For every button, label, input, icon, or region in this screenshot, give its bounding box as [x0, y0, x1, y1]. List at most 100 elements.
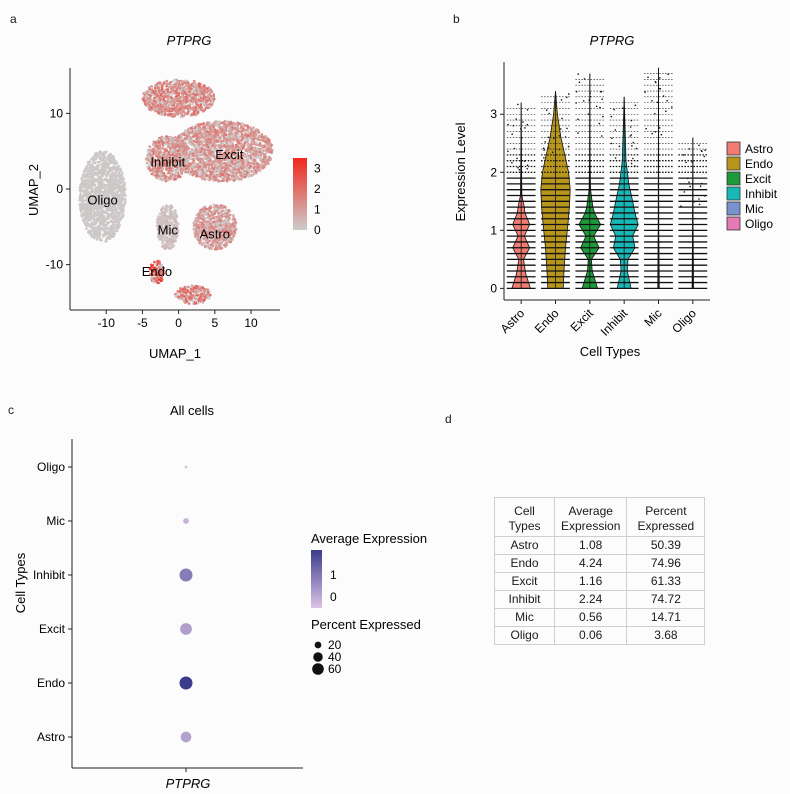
- umap-point: [111, 183, 115, 186]
- umap-point: [225, 138, 229, 141]
- umap-point: [265, 147, 269, 151]
- umap-point: [223, 179, 226, 182]
- umap-point: [101, 186, 105, 189]
- umap-point: [212, 206, 216, 209]
- umap-point: [95, 238, 99, 241]
- umap-point: [202, 173, 206, 176]
- umap-point: [81, 180, 84, 184]
- umap-point: [232, 164, 235, 168]
- umap-point: [187, 158, 191, 161]
- umap-point: [230, 174, 234, 178]
- umap-point: [119, 217, 123, 220]
- umap-point: [168, 205, 171, 208]
- umap-point: [153, 169, 156, 172]
- umap-point: [100, 239, 103, 242]
- umap-point: [247, 137, 250, 140]
- umap-point: [117, 222, 120, 226]
- umap-point: [210, 164, 213, 167]
- panel-a-letter: a: [10, 12, 17, 26]
- umap-point: [214, 140, 217, 144]
- umap-point: [119, 201, 122, 204]
- umap-point: [108, 184, 111, 187]
- umap-point: [101, 178, 104, 182]
- umap-point: [112, 211, 116, 215]
- umap-point: [254, 137, 258, 140]
- umap-point: [252, 154, 256, 158]
- umap-point: [263, 163, 267, 167]
- umap-point: [119, 197, 122, 200]
- umap-point: [105, 237, 108, 241]
- umap-point: [194, 154, 197, 157]
- umap-point: [102, 210, 106, 214]
- umap-point: [169, 174, 173, 177]
- umap-point: [201, 170, 205, 174]
- umap-point: [209, 127, 212, 131]
- umap-point: [218, 161, 221, 165]
- umap-point: [250, 147, 253, 150]
- umap-point: [229, 138, 232, 141]
- umap-point: [234, 134, 237, 137]
- umap-point: [169, 238, 173, 242]
- umap-point: [107, 228, 110, 231]
- umap-point: [89, 187, 92, 190]
- umap-point: [184, 167, 188, 171]
- umap-point: [231, 126, 234, 129]
- umap-point: [117, 226, 121, 229]
- umap-point: [109, 155, 112, 159]
- umap-point: [223, 138, 226, 141]
- umap-point: [180, 142, 183, 145]
- umap-point: [224, 242, 228, 245]
- umap-point: [117, 172, 121, 176]
- umap-cluster-oligo: [78, 150, 127, 243]
- umap-point: [155, 170, 158, 174]
- umap-point: [231, 138, 235, 141]
- umap-point: [223, 176, 226, 180]
- umap-point: [81, 206, 84, 210]
- umap-point: [112, 214, 116, 217]
- umap-point: [220, 221, 224, 225]
- umap-point: [101, 153, 104, 157]
- umap-point: [254, 134, 257, 138]
- umap-point: [206, 177, 210, 180]
- umap-point: [121, 211, 125, 214]
- umap-point: [221, 166, 224, 170]
- umap-point: [217, 179, 220, 182]
- umap-point: [227, 209, 231, 213]
- umap-point: [201, 222, 204, 225]
- umap-point: [88, 201, 91, 204]
- umap-point: [240, 166, 243, 169]
- umap-point: [255, 152, 258, 155]
- umap-cluster-top: [141, 78, 216, 119]
- umap-point: [241, 137, 244, 140]
- umap-point: [96, 160, 100, 164]
- umap-point: [161, 136, 164, 140]
- umap-point: [218, 136, 222, 140]
- umap-point: [231, 134, 234, 137]
- umap-point: [84, 167, 87, 170]
- umap-point: [112, 167, 115, 171]
- umap-point: [237, 136, 240, 139]
- umap-point: [109, 219, 113, 223]
- umap-point: [101, 216, 105, 220]
- umap-point: [186, 170, 189, 174]
- umap-point: [93, 177, 97, 181]
- umap-point: [201, 216, 204, 219]
- umap-point: [249, 132, 253, 136]
- umap-point: [196, 219, 200, 223]
- umap-point: [226, 162, 230, 166]
- umap-title: PTPRG: [167, 33, 212, 48]
- umap-point: [102, 169, 106, 172]
- umap-point: [221, 173, 225, 177]
- umap-point: [183, 129, 187, 132]
- umap-point: [161, 211, 165, 214]
- umap-point: [111, 158, 114, 161]
- umap-point: [173, 177, 177, 181]
- umap-point: [208, 141, 212, 144]
- umap-point: [157, 215, 160, 218]
- umap-point: [84, 173, 88, 177]
- umap-point: [193, 230, 196, 234]
- umap-point: [85, 224, 89, 228]
- umap-point: [187, 165, 190, 168]
- umap-point: [248, 149, 251, 153]
- umap-point: [209, 170, 212, 174]
